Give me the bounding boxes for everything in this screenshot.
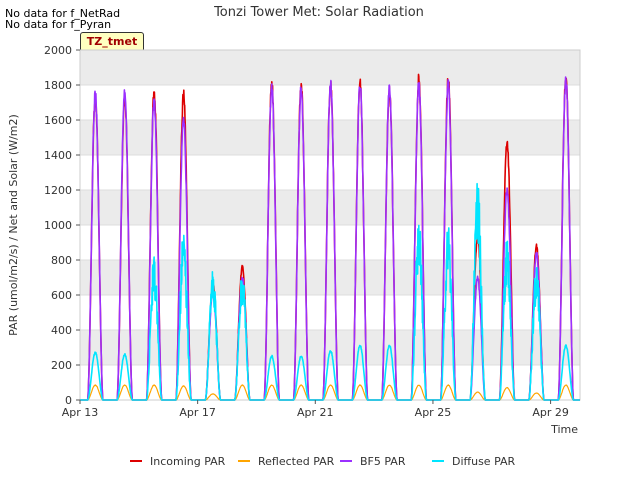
y-tick-label: 2000	[44, 44, 72, 57]
grid-band	[80, 260, 580, 295]
legend-label-diffuse-par: Diffuse PAR	[452, 455, 516, 468]
x-tick-label: Apr 17	[179, 406, 216, 419]
chart-title: Tonzi Tower Met: Solar Radiation	[213, 5, 424, 20]
x-tick-label: Apr 13	[62, 406, 99, 419]
legend-label-incoming-par: Incoming PAR	[150, 455, 226, 468]
x-tick-label: Apr 25	[415, 406, 452, 419]
site-tag-label: TZ_tmet	[80, 32, 144, 52]
grid-band	[80, 120, 580, 155]
grid-band	[80, 190, 580, 225]
no-data-pyran-note: No data for f_Pyran	[5, 18, 112, 31]
y-tick-label: 400	[51, 324, 72, 337]
legend-label-reflected-par: Reflected PAR	[258, 455, 335, 468]
y-axis-label: PAR (umol/m2/s) / Net and Solar (W/m2)	[7, 114, 20, 336]
grid-band	[80, 330, 580, 365]
no-data-netrad-note: No data for f_NetRad	[5, 7, 121, 20]
y-tick-label: 1000	[44, 219, 72, 232]
y-tick-label: 200	[51, 359, 72, 372]
y-tick-label: 1400	[44, 149, 72, 162]
x-tick-label: Apr 21	[297, 406, 334, 419]
legend-label-bf5-par: BF5 PAR	[360, 455, 406, 468]
grid-band	[80, 50, 580, 85]
x-axis-label: Time	[550, 423, 578, 436]
series-line-diffuse-par	[79, 182, 581, 401]
y-tick-label: 0	[65, 394, 72, 407]
y-tick-label: 1200	[44, 184, 72, 197]
y-tick-label: 800	[51, 254, 72, 267]
y-tick-label: 1600	[44, 114, 72, 127]
y-tick-label: 1800	[44, 79, 72, 92]
y-tick-label: 600	[51, 289, 72, 302]
x-tick-label: Apr 29	[532, 406, 569, 419]
